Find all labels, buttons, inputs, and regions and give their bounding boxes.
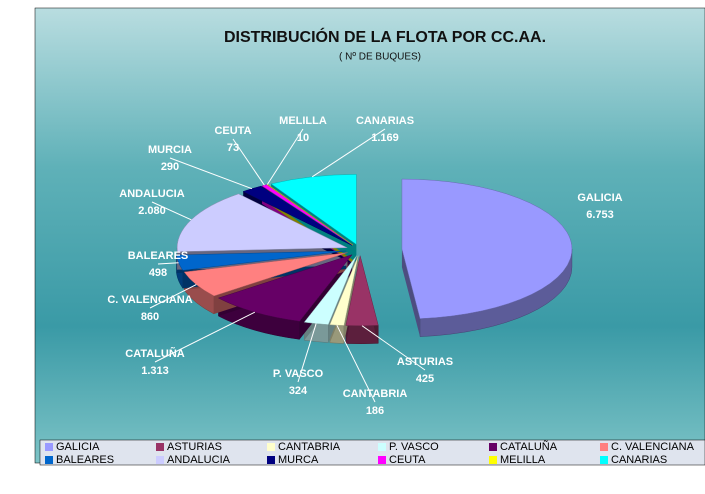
data-label: 324 [289,385,308,397]
legend-label: GALICIA [56,441,100,453]
data-label-name: ANDALUCIA [119,188,184,200]
legend-label: MELILLA [500,454,546,466]
chart-title: DISTRIBUCIÓN DE LA FLOTA POR CC.AA. [224,27,546,46]
data-label-name: MELILLA [279,115,327,127]
legend-swatch [267,443,275,451]
legend-label: ANDALUCIA [167,454,231,466]
data-label: 10 [297,132,309,144]
data-label: 425 [416,373,434,385]
legend-label: BALEARES [56,454,114,466]
data-label-name: CATALUÑA [125,347,185,360]
data-label: 2.080 [138,205,166,217]
legend-label: P. VASCO [389,441,439,453]
data-label-name: CANARIAS [356,115,414,127]
legend-label: CATALUÑA [500,440,558,453]
legend-swatch [489,456,497,464]
legend-swatch [45,456,53,464]
legend-swatch [600,456,608,464]
data-label: 290 [161,161,179,173]
legend-swatch [489,443,497,451]
legend-label: CEUTA [389,454,426,466]
data-label: 186 [366,405,384,417]
chart-subtitle: ( Nº DE BUQUES) [339,52,421,63]
data-label-name: CANTABRIA [343,388,408,400]
slice-side [346,325,378,343]
data-label-name: CEUTA [214,125,251,137]
legend-label: MURCA [278,454,319,466]
legend-swatch [45,443,53,451]
legend-label: CANTABRIA [278,441,341,453]
data-label: 1.169 [371,132,399,144]
legend-label: ASTURIAS [167,441,222,453]
legend-swatch [378,443,386,451]
data-label-name: GALICIA [577,192,622,204]
data-label-name: MURCIA [148,144,192,156]
legend-swatch [267,456,275,464]
data-label: 860 [141,311,159,323]
data-label-name: P. VASCO [273,368,324,380]
chart: DISTRIBUCIÓN DE LA FLOTA POR CC.AA. ( Nº… [0,0,705,489]
legend-swatch [156,443,164,451]
data-label-name: C. VALENCIANA [107,294,192,306]
data-label: 498 [149,267,167,279]
legend-label: C. VALENCIANA [611,441,695,453]
data-label-name: ASTURIAS [397,356,453,368]
data-label-name: BALEARES [128,250,189,262]
legend-swatch [378,456,386,464]
data-label: 1.313 [141,365,169,377]
legend-swatch [600,443,608,451]
legend-swatch [156,456,164,464]
data-label: 6.753 [586,209,614,221]
legend-label: CANARIAS [611,454,667,466]
data-label: 73 [227,142,239,154]
